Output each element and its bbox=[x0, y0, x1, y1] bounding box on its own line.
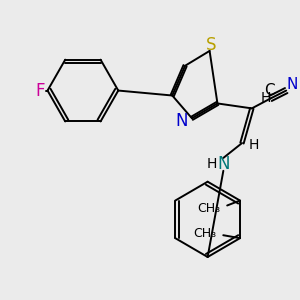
Text: H: H bbox=[206, 157, 217, 171]
Text: CH₃: CH₃ bbox=[193, 227, 216, 240]
Text: H: H bbox=[249, 138, 259, 152]
Text: H: H bbox=[260, 92, 271, 106]
Text: N: N bbox=[217, 155, 230, 173]
Text: F: F bbox=[35, 82, 44, 100]
Text: S: S bbox=[206, 36, 217, 54]
Text: CH₃: CH₃ bbox=[197, 202, 220, 215]
Text: N: N bbox=[286, 77, 298, 92]
Text: C: C bbox=[264, 83, 275, 98]
Text: N: N bbox=[176, 112, 188, 130]
